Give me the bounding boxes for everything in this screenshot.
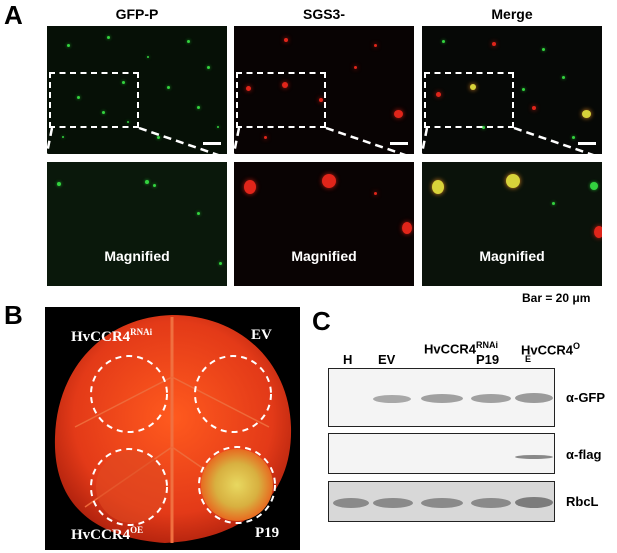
blot-label-gfp: α-GFP: [566, 390, 606, 405]
lane-label-ev: EV: [378, 352, 396, 367]
micrograph-merge-overview: [422, 26, 602, 154]
scale-bar-note: Bar = 20 μm: [522, 291, 591, 305]
zoom-region-box: [49, 72, 139, 128]
micrograph-gfp-magnified: Magnified: [47, 162, 227, 286]
scale-bar: [578, 142, 596, 145]
column-title-sgs3: SGS3-: [302, 6, 345, 22]
lane-label-h: H: [343, 352, 353, 367]
magnified-label: Magnified: [104, 248, 170, 264]
zoom-region-box: [424, 72, 514, 128]
spot-label-ev: EV: [251, 327, 272, 343]
lane-label-p19: P19: [476, 352, 500, 367]
leaf-image: HvCCR4RNAi EV HvCCR4OE P19: [45, 307, 300, 550]
panel-a-letter: A: [4, 0, 23, 30]
blot-gfp: [328, 368, 555, 427]
micrograph-merge-magnified: Magnified: [422, 162, 602, 286]
column-title-merge: Merge: [491, 6, 533, 22]
column-title-gfp: GFP-P: [115, 6, 159, 22]
panel-c-letter: C: [312, 306, 331, 336]
magnified-label: Magnified: [291, 248, 357, 264]
panel-b-letter: B: [4, 300, 23, 330]
scale-bar: [203, 142, 221, 145]
spot-label-p19: P19: [255, 525, 280, 541]
micrograph-sgs3-overview: [234, 26, 414, 154]
lane-label-rnai: HvCCR4RNAi: [424, 340, 499, 357]
lane-label-oe: HvCCR4O E: [521, 341, 581, 364]
spot-label-rnai: HvCCR4RNAi: [71, 327, 153, 345]
scale-bar: [390, 142, 408, 145]
leaf-drawing: [54, 315, 292, 543]
zoom-region-box: [236, 72, 326, 128]
blot-label-flag: α-flag: [566, 447, 602, 462]
micrograph-sgs3-magnified: Magnified: [234, 162, 414, 286]
blot-flag: [328, 433, 555, 474]
blot-rbcl: [328, 481, 555, 522]
zoom-connector-lines: [44, 126, 603, 160]
magnified-label: Magnified: [479, 248, 545, 264]
micrograph-gfp-overview: [47, 26, 227, 154]
blot-label-rbcl: RbcL: [566, 494, 599, 509]
spot-label-oe: HvCCR4OE: [71, 525, 144, 543]
